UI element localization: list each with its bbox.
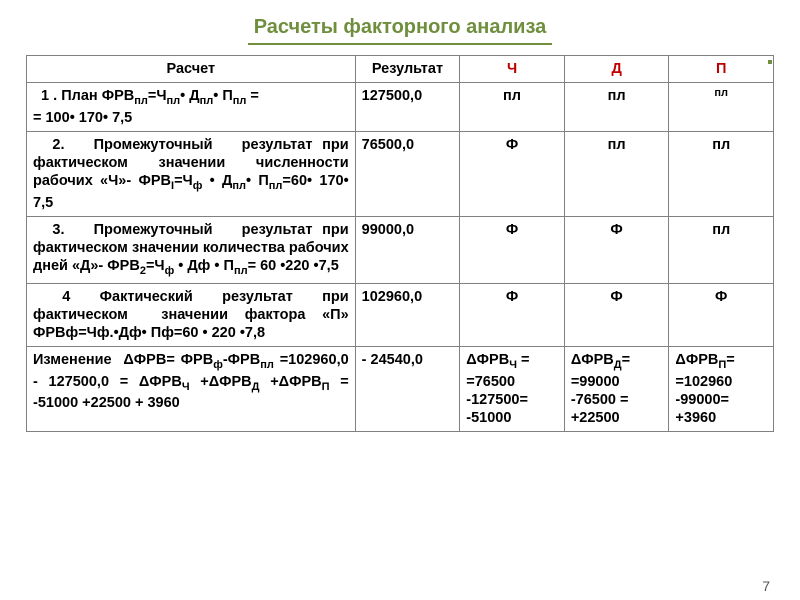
cell-d: пл bbox=[564, 131, 669, 216]
cell-d: Ф bbox=[564, 283, 669, 346]
cell-ch: ΔФРВЧ = =76500 -127500= -51000 bbox=[460, 347, 565, 432]
th-ch: Ч bbox=[460, 56, 565, 83]
cell-p: пл bbox=[669, 131, 774, 216]
cell-result: 102960,0 bbox=[355, 283, 460, 346]
table-row: 2. Промежуточный результат при фактическ… bbox=[27, 131, 774, 216]
th-p: П bbox=[669, 56, 774, 83]
cell-p: Ф bbox=[669, 283, 774, 346]
table-row: 4 Фактический результат при фактическом … bbox=[27, 283, 774, 346]
cell-ch: Ф bbox=[460, 216, 565, 283]
accent-dot bbox=[768, 60, 772, 64]
cell-d: пл bbox=[564, 83, 669, 132]
cell-p: пл bbox=[669, 216, 774, 283]
table-row: 1 . План ФРВпл=Чпл• Дпл• Ппл == 100• 170… bbox=[27, 83, 774, 132]
cell-calc: 2. Промежуточный результат при фактическ… bbox=[27, 131, 356, 216]
cell-ch: пл bbox=[460, 83, 565, 132]
cell-p: пл bbox=[669, 83, 774, 132]
cell-ch: Ф bbox=[460, 283, 565, 346]
cell-d: Ф bbox=[564, 216, 669, 283]
cell-calc: 4 Фактический результат при фактическом … bbox=[27, 283, 356, 346]
cell-d: ΔФРВД= =99000 -76500 = +22500 bbox=[564, 347, 669, 432]
table-row: 3. Промежуточный результат при фактическ… bbox=[27, 216, 774, 283]
page-title: Расчеты факторного анализа bbox=[248, 16, 553, 45]
page-number: 7 bbox=[762, 578, 770, 594]
cell-calc: 1 . План ФРВпл=Чпл• Дпл• Ппл == 100• 170… bbox=[27, 83, 356, 132]
th-result: Результат bbox=[355, 56, 460, 83]
cell-ch: Ф bbox=[460, 131, 565, 216]
th-calc: Расчет bbox=[27, 56, 356, 83]
cell-result: 76500,0 bbox=[355, 131, 460, 216]
cell-calc: Изменение ΔФРВ= ФРВф-ФРВпл =102960,0 - 1… bbox=[27, 347, 356, 432]
cell-calc: 3. Промежуточный результат при фактическ… bbox=[27, 216, 356, 283]
cell-result: - 24540,0 bbox=[355, 347, 460, 432]
cell-result: 99000,0 bbox=[355, 216, 460, 283]
th-d: Д bbox=[564, 56, 669, 83]
factor-analysis-table: Расчет Результат Ч Д П 1 . План ФРВпл=Чп… bbox=[26, 55, 774, 432]
table-row: Изменение ΔФРВ= ФРВф-ФРВпл =102960,0 - 1… bbox=[27, 347, 774, 432]
cell-result: 127500,0 bbox=[355, 83, 460, 132]
cell-p: ΔФРВП= =102960 -99000= +3960 bbox=[669, 347, 774, 432]
